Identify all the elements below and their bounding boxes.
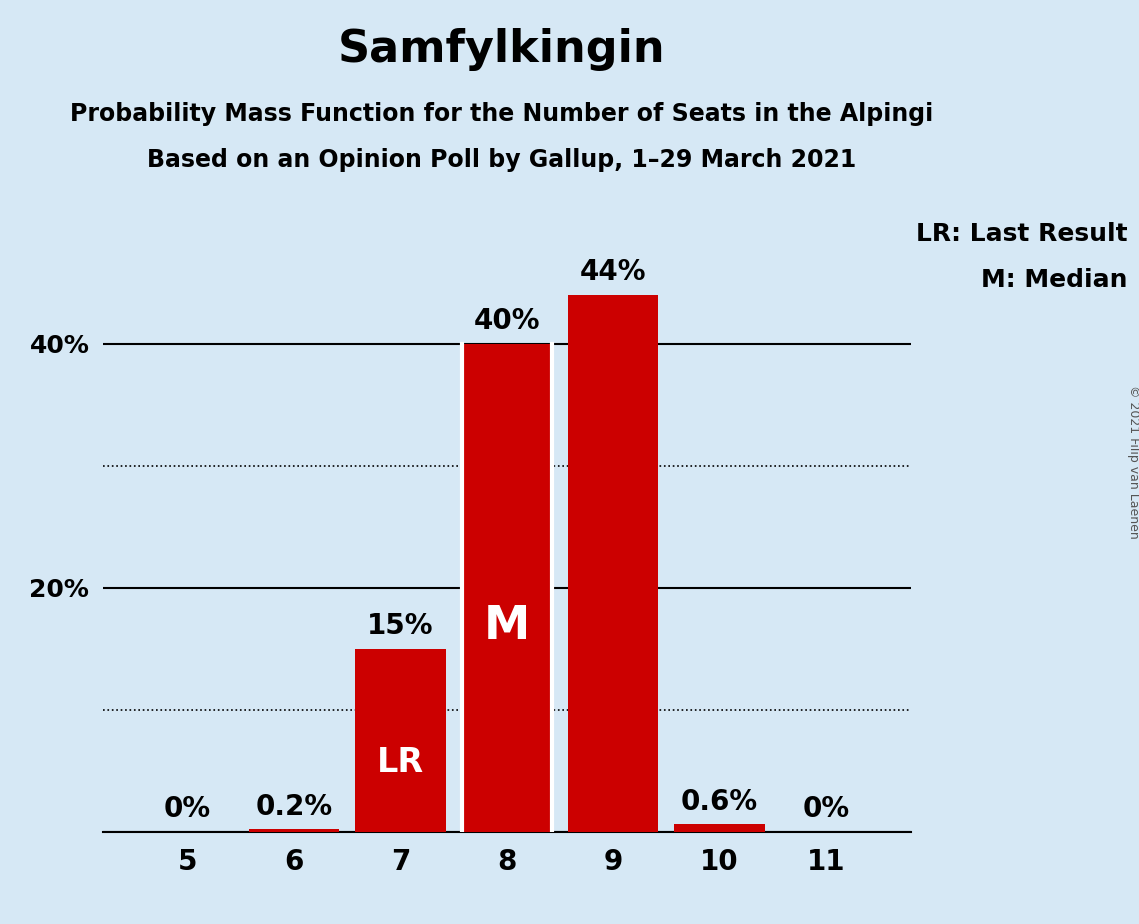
Bar [674,824,765,832]
Bar [461,344,552,832]
Text: 0%: 0% [164,795,211,823]
Text: 0.2%: 0.2% [255,793,333,821]
Bar [248,829,339,832]
Text: 40%: 40% [474,307,540,335]
Text: 0.6%: 0.6% [681,788,759,816]
Text: M: M [484,604,530,650]
Text: © 2021 Filip van Laenen: © 2021 Filip van Laenen [1126,385,1139,539]
Text: 15%: 15% [367,612,434,640]
Text: 0%: 0% [803,795,850,823]
Bar [568,295,658,832]
Text: LR: Last Result: LR: Last Result [916,222,1128,246]
Text: Probability Mass Function for the Number of Seats in the Alpingi: Probability Mass Function for the Number… [69,102,933,126]
Bar [355,649,445,832]
Text: Samfylkingin: Samfylkingin [337,28,665,71]
Text: M: Median: M: Median [981,268,1128,292]
Text: 44%: 44% [580,259,647,286]
Text: LR: LR [377,746,424,779]
Text: Based on an Opinion Poll by Gallup, 1–29 March 2021: Based on an Opinion Poll by Gallup, 1–29… [147,148,855,172]
